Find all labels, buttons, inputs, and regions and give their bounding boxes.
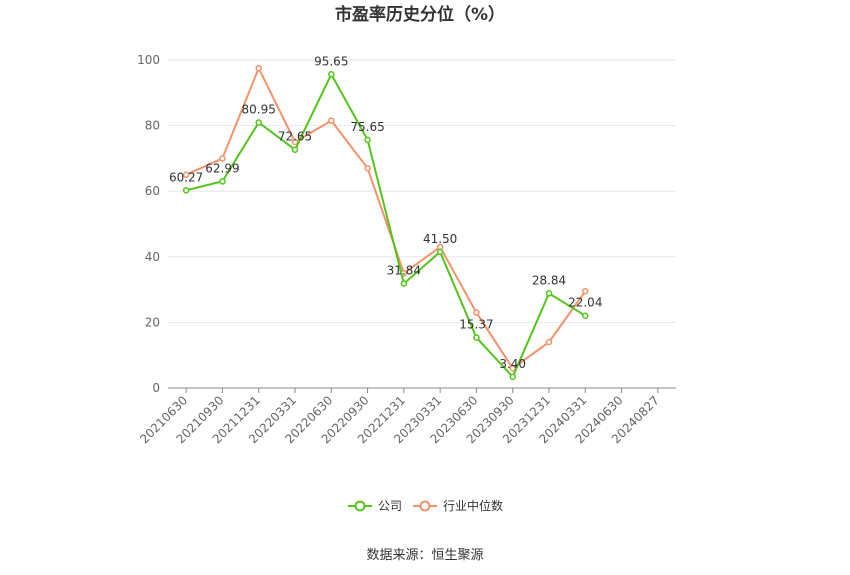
- y-tick-label: 100: [137, 53, 160, 67]
- point-company[interactable]: [219, 178, 226, 185]
- data-label-company: 62.99: [205, 161, 239, 175]
- legend-marker-industry-median: [419, 500, 431, 512]
- data-label-company: 28.84: [532, 273, 566, 287]
- point-company[interactable]: [582, 312, 589, 319]
- y-tick-label: 20: [145, 315, 160, 329]
- y-tick-label: 0: [152, 381, 160, 395]
- data-label-company: 75.65: [350, 120, 384, 134]
- point-company[interactable]: [400, 280, 408, 287]
- y-tick-label: 80: [145, 119, 160, 133]
- series-company: [182, 71, 589, 381]
- data-label-company: 31.84: [387, 264, 421, 278]
- series-layer: [182, 64, 589, 381]
- point-industry-median[interactable]: [219, 155, 226, 162]
- source-note: 数据来源：恒生聚源: [366, 548, 483, 563]
- y-tick-label: 40: [145, 250, 160, 264]
- legend-label-company: 公司: [378, 499, 402, 513]
- legend-item-company[interactable]: 公司: [348, 499, 402, 513]
- data-label-company: 41.50: [423, 232, 457, 246]
- point-company[interactable]: [291, 146, 299, 153]
- point-industry-median[interactable]: [545, 338, 553, 346]
- grid: [168, 59, 676, 323]
- data-label-company: 80.95: [242, 102, 276, 116]
- point-industry-median[interactable]: [255, 64, 262, 72]
- data-label-company: 22.04: [568, 296, 602, 310]
- point-industry-median[interactable]: [182, 171, 190, 179]
- legend-item-industry-median[interactable]: 行业中位数: [413, 498, 503, 513]
- point-company[interactable]: [328, 71, 335, 78]
- point-industry-median[interactable]: [364, 164, 371, 172]
- point-company[interactable]: [545, 290, 553, 297]
- chart-title: 市盈率历史分位（%）: [335, 4, 505, 25]
- legend-marker-company: [354, 500, 366, 512]
- point-company[interactable]: [364, 136, 371, 144]
- data-label-company: 60.27: [169, 170, 203, 184]
- legend-label-industry-median: 行业中位数: [443, 498, 503, 513]
- point-company[interactable]: [509, 373, 516, 381]
- point-industry-median[interactable]: [328, 117, 335, 124]
- y-tick-label: 60: [145, 184, 160, 198]
- data-label-company: 95.65: [314, 54, 348, 68]
- axes: 0204060801002021063020210930202112312022…: [137, 53, 676, 446]
- legend: 公司 行业中位数: [348, 498, 503, 513]
- point-industry-median[interactable]: [509, 365, 516, 372]
- point-company[interactable]: [436, 248, 444, 256]
- line-company: [185, 72, 586, 379]
- point-industry-median[interactable]: [473, 309, 480, 316]
- point-industry-median[interactable]: [582, 287, 589, 295]
- data-label-company: 15.37: [459, 318, 493, 332]
- point-industry-median[interactable]: [291, 138, 299, 146]
- point-company[interactable]: [473, 334, 480, 341]
- point-company[interactable]: [182, 187, 190, 194]
- data-label-company: 72.65: [278, 130, 312, 144]
- point-company[interactable]: [255, 119, 262, 126]
- data-label-company: 3.40: [499, 357, 526, 371]
